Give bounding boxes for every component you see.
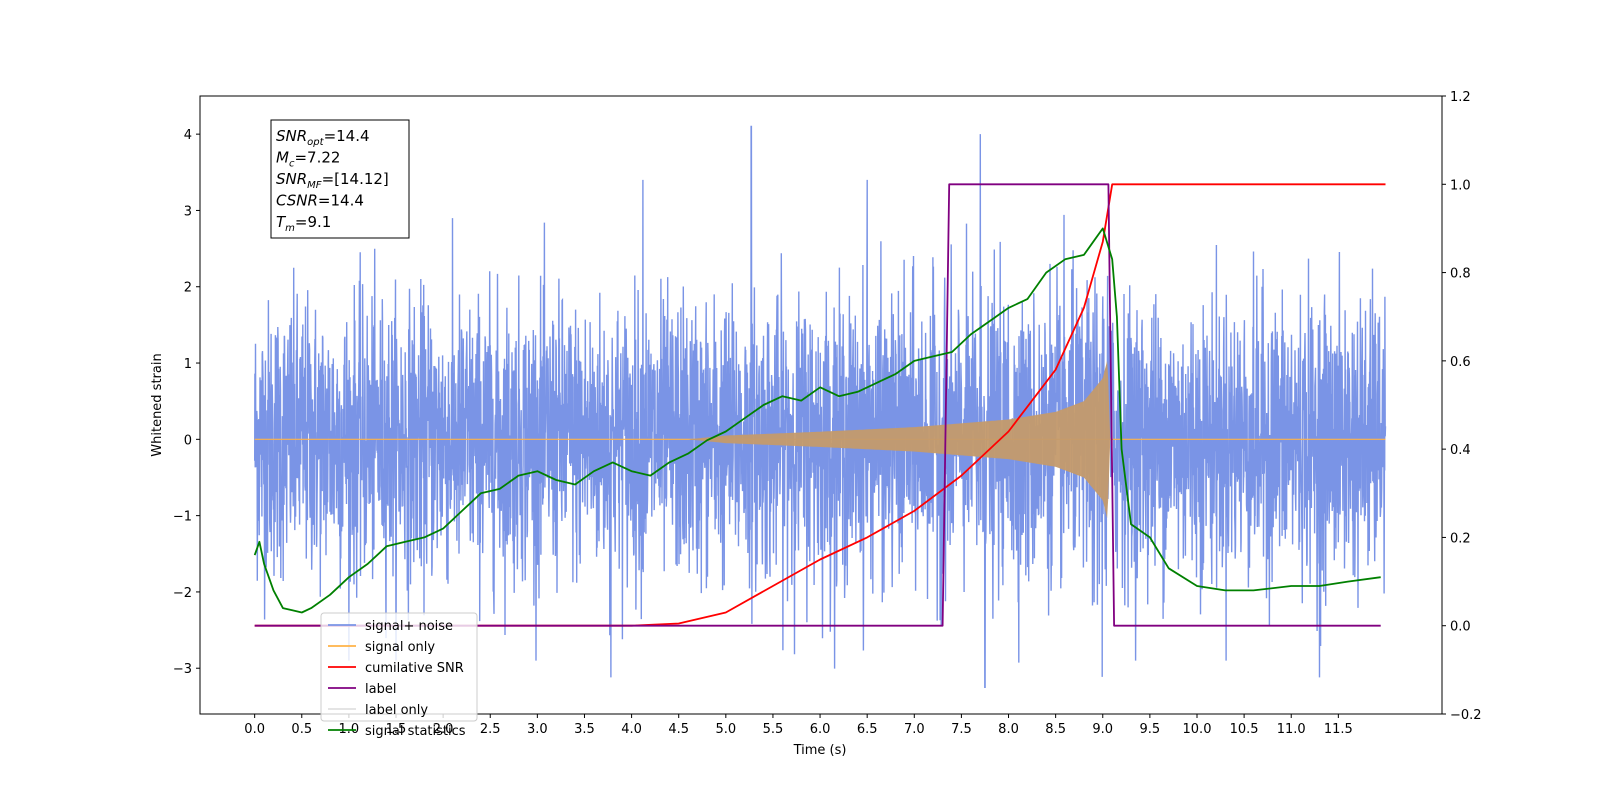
x-tick-label: 1.5 bbox=[386, 722, 407, 737]
x-tick-label: 10.5 bbox=[1230, 722, 1259, 737]
y-tick-label-left: −1 bbox=[173, 510, 192, 525]
x-tick-label: 5.0 bbox=[715, 722, 736, 737]
legend-label: label only bbox=[365, 703, 428, 718]
series-signal-only bbox=[688, 360, 1111, 519]
y-tick-label-right: 0.2 bbox=[1450, 531, 1471, 546]
legend-label: label bbox=[365, 682, 396, 697]
y-axis-label: Whitened strain bbox=[150, 353, 165, 456]
x-tick-label: 6.0 bbox=[810, 722, 831, 737]
x-tick-label: 2.0 bbox=[433, 722, 454, 737]
y-tick-label-right: 1.2 bbox=[1450, 90, 1471, 105]
info-line: CSNR=14.4 bbox=[276, 192, 364, 210]
x-tick-label: 8.0 bbox=[998, 722, 1019, 737]
info-line: SNRopt=14.4 bbox=[276, 127, 370, 148]
x-tick-label: 11.0 bbox=[1277, 722, 1306, 737]
y-tick-label-right: 0.0 bbox=[1450, 620, 1471, 635]
x-tick-label: 3.5 bbox=[574, 722, 595, 737]
info-line: Tm=9.1 bbox=[276, 213, 331, 234]
y-tick-label-left: −2 bbox=[173, 586, 192, 601]
y-tick-label-left: 3 bbox=[184, 204, 192, 219]
series-signal-noise bbox=[254, 125, 1387, 688]
y-tick-label-left: 1 bbox=[184, 357, 192, 372]
y-tick-label-right: 0.4 bbox=[1450, 443, 1471, 458]
series-cumilative-snr bbox=[254, 183, 1386, 627]
legend: signal+ noise signal only cumilative SNR la… bbox=[320, 612, 478, 739]
x-tick-label: 5.5 bbox=[763, 722, 784, 737]
y-tick-label-right: 0.6 bbox=[1450, 355, 1471, 370]
legend-label: cumilative SNR bbox=[365, 661, 464, 676]
x-tick-label: 4.5 bbox=[668, 722, 689, 737]
x-tick-label: 0.0 bbox=[244, 722, 265, 737]
series-label bbox=[254, 183, 1381, 627]
y-tick-label-left: 0 bbox=[184, 433, 192, 448]
y-tick-label-right: 1.0 bbox=[1450, 178, 1471, 193]
legend-label: signal+ noise bbox=[365, 619, 453, 634]
info-line: SNRMF=[14.12] bbox=[276, 170, 389, 191]
y-tick-label-right: −0.2 bbox=[1450, 708, 1482, 723]
x-tick-label: 7.0 bbox=[904, 722, 925, 737]
y-tick-label-left: 2 bbox=[184, 281, 192, 296]
y-tick-label-left: 4 bbox=[184, 128, 192, 143]
y-tick-label-right: 0.8 bbox=[1450, 267, 1471, 282]
y-tick-label-left: −3 bbox=[173, 662, 192, 677]
x-axis-label: Time (s) bbox=[793, 743, 847, 758]
x-tick-label: 9.5 bbox=[1140, 722, 1161, 737]
legend-label: signal statistics bbox=[365, 724, 466, 739]
series-signal-statistics bbox=[253, 227, 1381, 614]
x-tick-label: 6.5 bbox=[857, 722, 878, 737]
x-tick-label: 4.0 bbox=[621, 722, 642, 737]
x-tick-label: 11.5 bbox=[1324, 722, 1353, 737]
x-tick-label: 10.0 bbox=[1183, 722, 1212, 737]
x-tick-label: 3.0 bbox=[527, 722, 548, 737]
x-tick-label: 9.0 bbox=[1092, 722, 1113, 737]
x-tick-label: 0.5 bbox=[291, 722, 312, 737]
x-tick-label: 2.5 bbox=[480, 722, 501, 737]
plot-frame bbox=[199, 95, 1443, 715]
x-tick-label: 8.5 bbox=[1045, 722, 1066, 737]
info-box: SNRopt=14.4Mc=7.22SNRMF=[14.12]CSNR=14.4… bbox=[270, 119, 410, 239]
info-line: Mc=7.22 bbox=[276, 149, 340, 170]
legend-label: signal only bbox=[365, 640, 435, 655]
x-tick-label: 7.5 bbox=[951, 722, 972, 737]
